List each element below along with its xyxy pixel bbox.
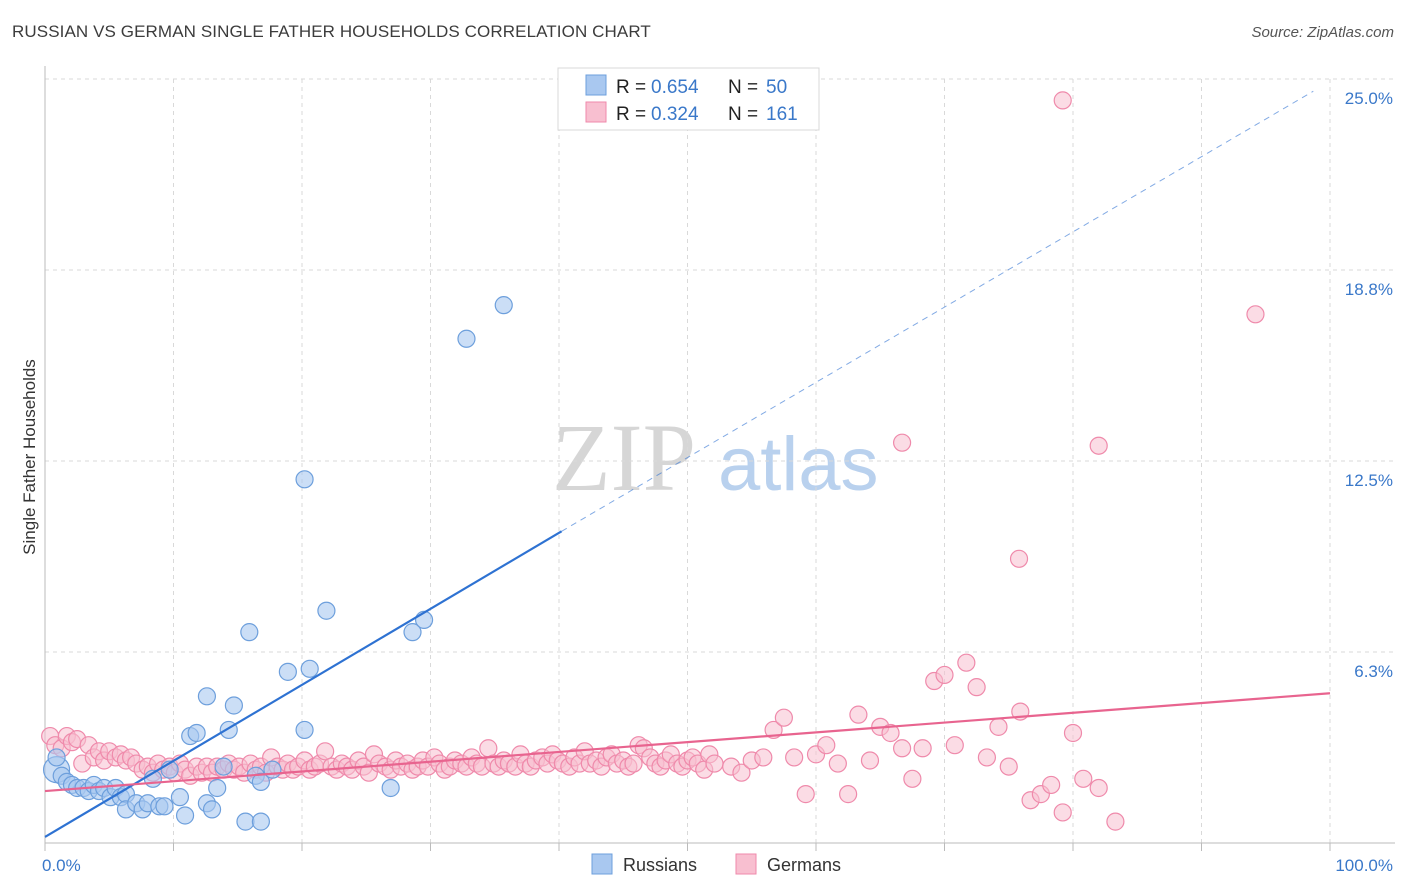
russians-point	[403, 623, 422, 642]
russians-point	[224, 696, 243, 715]
germans-point	[967, 678, 986, 697]
legend-n-label-russians: N =	[728, 77, 758, 98]
russians-point	[197, 687, 217, 706]
germans-point	[977, 748, 997, 767]
axes	[44, 66, 1395, 851]
russians-point	[494, 296, 513, 315]
legend-r-value-russians: 0.654	[651, 77, 699, 98]
germans-point	[1089, 778, 1108, 798]
x-tick-label: 100.0%	[1335, 856, 1393, 875]
germans-point	[999, 757, 1018, 776]
germans-point	[479, 739, 498, 758]
germans-point	[316, 742, 335, 761]
russians-point	[47, 748, 66, 767]
germans-point	[1106, 812, 1125, 831]
russians-point	[251, 812, 270, 831]
russians-point	[155, 797, 174, 816]
germans-point	[1063, 723, 1083, 743]
tick-labels: 6.3% 12.5% 18.8% 25.0% 0.0% 100.0%	[42, 89, 1393, 875]
russians-point	[300, 659, 319, 678]
germans-point	[945, 736, 964, 755]
germans-point	[892, 433, 912, 452]
germans-point	[892, 739, 912, 758]
germans-point	[1246, 305, 1265, 324]
y-tick-label: 25.0%	[1345, 89, 1393, 108]
bottom-legend-germans: Germans	[767, 855, 841, 875]
russians-point	[317, 601, 336, 620]
germans-point	[828, 754, 847, 773]
russians-point	[208, 778, 227, 798]
legend-r-value-germans: 0.324	[651, 104, 699, 125]
germans-point	[881, 723, 900, 743]
y-tick-label: 12.5%	[1345, 471, 1393, 490]
trend-lines	[44, 90, 1331, 838]
germans-point	[903, 769, 922, 788]
russians-trend-line	[44, 530, 563, 838]
legend-r-label-russians: R =	[616, 77, 646, 98]
russians-point	[214, 757, 233, 776]
bottom-legend: Russians Germans	[591, 853, 841, 875]
germans-point	[1089, 436, 1108, 455]
russians-trend-extension	[561, 90, 1314, 532]
legend-swatch-russians	[585, 74, 607, 96]
germans-point	[624, 754, 643, 773]
russians-point	[236, 812, 255, 831]
russians-point	[381, 778, 400, 798]
germans-point	[849, 705, 868, 724]
x-tick-label: 0.0%	[42, 856, 81, 875]
y-tick-label: 6.3%	[1354, 662, 1393, 681]
russians-point	[175, 806, 195, 825]
germans-point	[860, 751, 880, 770]
germans-point	[774, 708, 793, 727]
russians-point	[457, 329, 476, 348]
russians-point	[187, 723, 206, 743]
legend-n-value-russians: 50	[766, 77, 787, 98]
germans-trend-line	[44, 692, 1331, 793]
russians-point	[240, 623, 259, 642]
germans-point	[705, 754, 724, 773]
russians-series	[42, 296, 513, 831]
y-axis-title: Single Father Households	[20, 359, 39, 555]
bottom-legend-swatch-russians	[591, 853, 613, 875]
germans-point	[1074, 769, 1093, 788]
germans-point	[1009, 549, 1029, 568]
legend-r-label-germans: R =	[616, 104, 646, 125]
germans-point	[1053, 91, 1072, 110]
germans-point	[839, 785, 858, 804]
russians-point	[170, 788, 190, 807]
watermark-zip: ZIP	[552, 404, 696, 511]
germans-point	[1042, 775, 1061, 795]
russians-point	[251, 772, 270, 791]
legend-n-value-germans: 161	[766, 104, 798, 125]
russians-point	[202, 800, 222, 819]
germans-point	[1053, 803, 1072, 822]
russians-point	[278, 662, 297, 681]
germans-series	[41, 91, 1265, 831]
germans-point	[796, 785, 815, 804]
chart-title: RUSSIAN VS GERMAN SINGLE FATHER HOUSEHOL…	[12, 22, 651, 41]
watermark-atlas: atlas	[718, 422, 879, 507]
germans-point	[817, 736, 836, 755]
legend-n-label-germans: N =	[728, 104, 758, 125]
legend: R = 0.654 N = 50 R = 0.324 N = 161	[557, 67, 820, 131]
germans-point	[732, 763, 751, 782]
legend-swatch-germans	[585, 101, 607, 123]
y-tick-label: 18.8%	[1345, 280, 1393, 299]
germans-point	[785, 748, 804, 767]
bottom-legend-russians: Russians	[623, 855, 697, 875]
germans-point	[935, 665, 954, 685]
russians-point	[414, 610, 434, 630]
germans-point	[957, 653, 976, 672]
source-label: Source: ZipAtlas.com	[1251, 24, 1394, 41]
bottom-legend-swatch-germans	[735, 853, 757, 875]
russians-point	[263, 760, 282, 779]
germans-point	[989, 717, 1008, 736]
russians-point	[295, 470, 314, 489]
gridlines	[45, 78, 1395, 843]
germans-point	[913, 739, 932, 758]
russians-point	[295, 720, 314, 740]
germans-point	[754, 748, 773, 767]
